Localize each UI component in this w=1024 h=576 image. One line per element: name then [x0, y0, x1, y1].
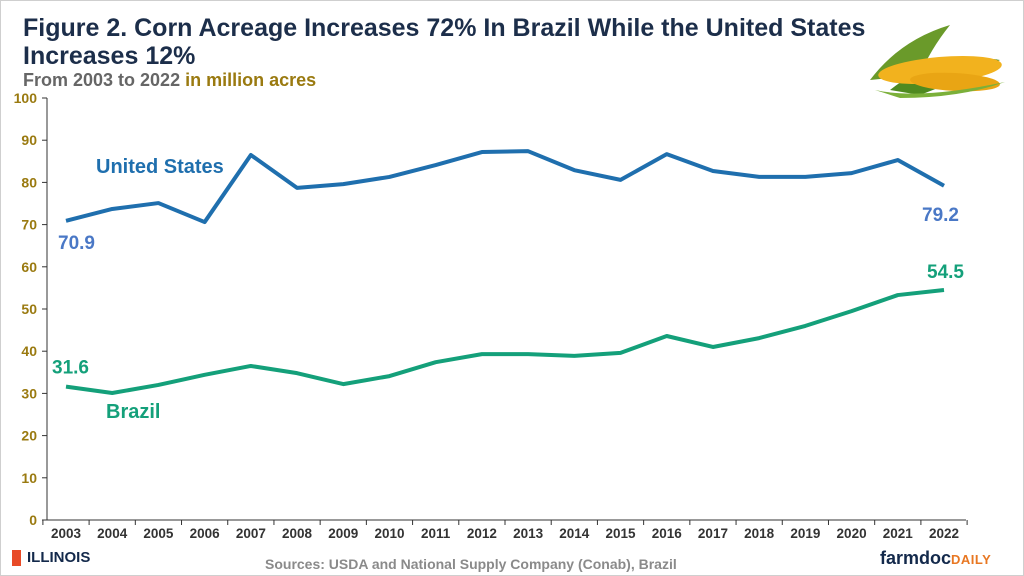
x-tick-label: 2017	[698, 526, 728, 541]
x-tick-label: 2020	[837, 526, 867, 541]
x-tick-label: 2019	[790, 526, 820, 541]
y-tick-label: 0	[29, 512, 37, 528]
x-tick-label: 2013	[513, 526, 544, 541]
y-tick-label: 10	[21, 470, 37, 486]
source-note: Sources: USDA and National Supply Compan…	[265, 556, 677, 572]
farmdoc-text: farmdoc	[880, 548, 952, 568]
chart-subtitle: From 2003 to 2022 in million acres	[23, 70, 316, 91]
x-tick-label: 2011	[421, 526, 451, 541]
start-value-label: 70.9	[58, 233, 95, 254]
y-tick-label: 40	[21, 343, 37, 359]
illinois-i-mark	[12, 549, 21, 566]
x-tick-label: 2005	[143, 526, 174, 541]
illinois-logo: ILLINOIS	[12, 549, 90, 566]
y-tick-label: 70	[21, 217, 37, 233]
x-tick-label: 2004	[97, 526, 128, 541]
x-tick-label: 2007	[236, 526, 266, 541]
x-tick-label: 2008	[282, 526, 313, 541]
chart-title: Figure 2. Corn Acreage Increases 72% In …	[23, 14, 866, 70]
y-tick-label: 30	[21, 385, 37, 401]
daily-text: DAILY	[951, 552, 992, 567]
series-label-brazil: Brazil	[106, 401, 160, 423]
y-tick-label: 20	[21, 428, 37, 444]
farmdoc-logo: farmdocDAILY	[880, 548, 991, 569]
illinois-text: ILLINOIS	[27, 549, 91, 566]
x-tick-label: 2015	[606, 526, 637, 541]
series-line-united-states	[65, 149, 945, 225]
unit-label: in million acres	[185, 70, 317, 90]
series-line-brazil	[65, 288, 945, 395]
y-tick-label: 60	[21, 259, 37, 275]
y-tick-label: 80	[21, 174, 37, 190]
corn-image	[870, 25, 1005, 98]
x-tick-label: 2003	[51, 526, 82, 541]
y-tick-label: 90	[21, 132, 37, 148]
x-tick-label: 2021	[883, 526, 914, 541]
y-tick-label: 50	[21, 301, 37, 317]
x-tick-label: 2006	[190, 526, 221, 541]
x-tick-label: 2022	[929, 526, 959, 541]
end-value-label: 54.5	[927, 262, 964, 283]
x-tick-label: 2018	[744, 526, 775, 541]
subtitle-range: From 2003 to 2022	[23, 70, 181, 90]
x-tick-label: 2012	[467, 526, 497, 541]
end-value-label: 79.2	[922, 205, 959, 226]
x-tick-label: 2014	[559, 526, 590, 541]
start-value-label: 31.6	[52, 358, 89, 379]
series-label-united-states: United States	[96, 156, 224, 178]
x-tick-label: 2009	[328, 526, 358, 541]
x-tick-label: 2010	[374, 526, 404, 541]
y-tick-label: 100	[14, 90, 38, 106]
x-tick-label: 2016	[652, 526, 683, 541]
